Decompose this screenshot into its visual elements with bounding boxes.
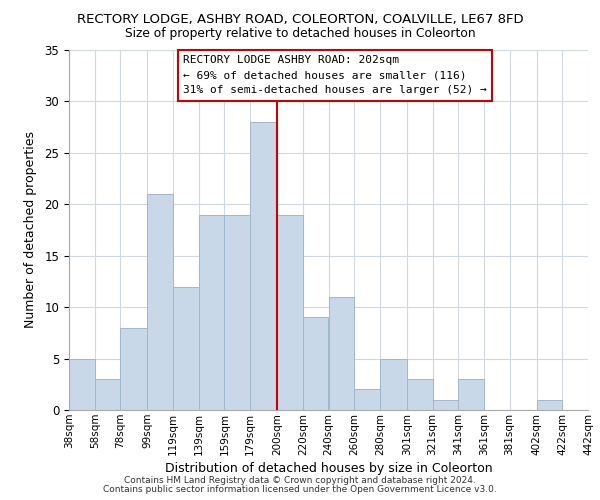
Bar <box>148 194 173 410</box>
Bar <box>250 122 277 410</box>
Bar <box>303 318 329 410</box>
Text: RECTORY LODGE ASHBY ROAD: 202sqm
← 69% of detached houses are smaller (116)
31% : RECTORY LODGE ASHBY ROAD: 202sqm ← 69% o… <box>183 56 487 95</box>
Bar <box>380 358 407 410</box>
Y-axis label: Number of detached properties: Number of detached properties <box>25 132 37 328</box>
Bar <box>536 400 562 410</box>
Bar <box>277 214 303 410</box>
Text: Contains public sector information licensed under the Open Government Licence v3: Contains public sector information licen… <box>103 485 497 494</box>
Bar <box>329 297 354 410</box>
Bar <box>199 214 224 410</box>
Bar <box>407 379 433 410</box>
Bar <box>224 214 250 410</box>
Bar <box>354 390 380 410</box>
Bar <box>95 379 121 410</box>
Bar <box>458 379 484 410</box>
Bar <box>433 400 458 410</box>
Text: Contains HM Land Registry data © Crown copyright and database right 2024.: Contains HM Land Registry data © Crown c… <box>124 476 476 485</box>
Text: RECTORY LODGE, ASHBY ROAD, COLEORTON, COALVILLE, LE67 8FD: RECTORY LODGE, ASHBY ROAD, COLEORTON, CO… <box>77 12 523 26</box>
Bar <box>69 358 95 410</box>
Text: Size of property relative to detached houses in Coleorton: Size of property relative to detached ho… <box>125 28 475 40</box>
Bar <box>121 328 148 410</box>
X-axis label: Distribution of detached houses by size in Coleorton: Distribution of detached houses by size … <box>164 462 493 475</box>
Bar <box>173 286 199 410</box>
